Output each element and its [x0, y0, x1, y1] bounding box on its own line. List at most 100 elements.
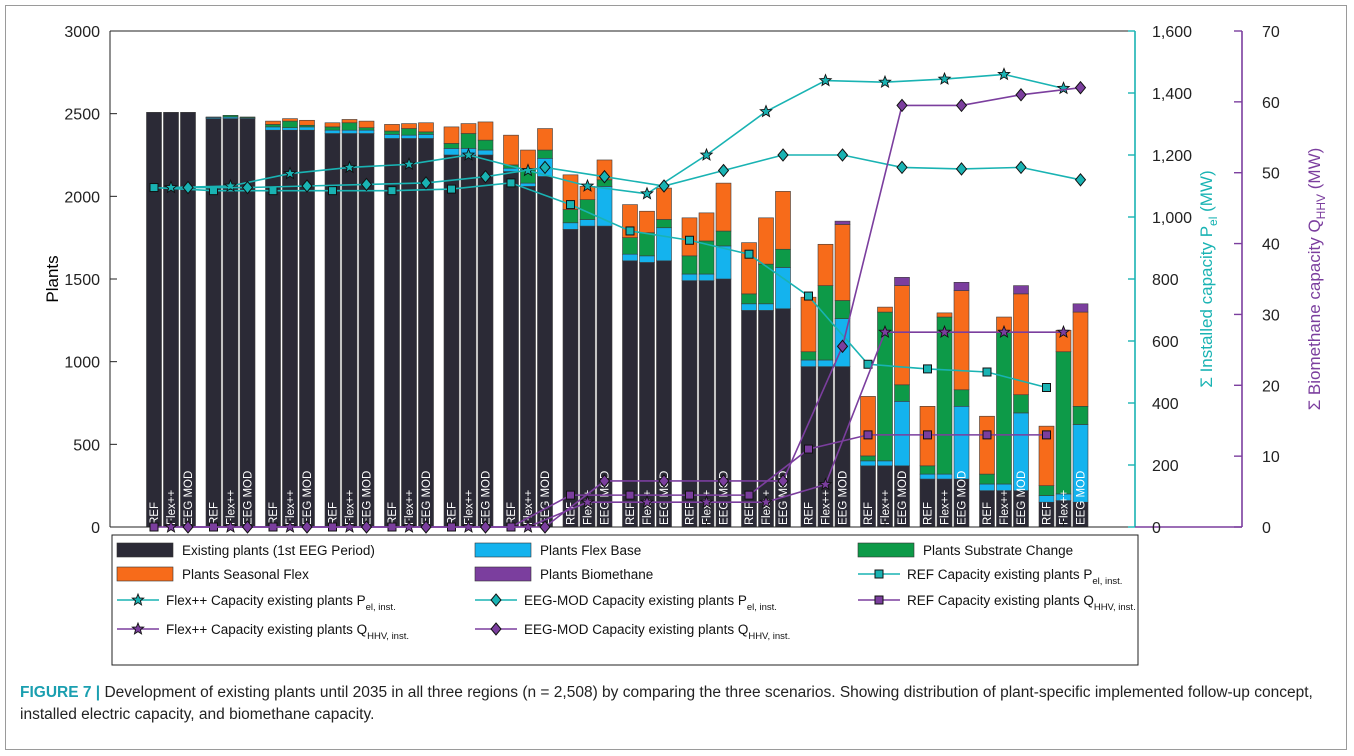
series-point [982, 430, 992, 440]
y-right1-tick-label: 200 [1152, 458, 1179, 475]
bar-segment [996, 483, 1012, 491]
series-point [685, 235, 694, 245]
series-point [223, 178, 238, 192]
legend-item: REF Capacity existing plants Pel, inst. [858, 567, 1122, 587]
y-right1-tick-label: 1,600 [1152, 24, 1192, 41]
y-tick-label: 2000 [64, 189, 100, 206]
series-point [982, 367, 992, 377]
series-point [658, 179, 670, 193]
bar-label: Flex++ [345, 490, 357, 525]
bar-label: EEG MOD [481, 471, 493, 525]
series-point [268, 186, 278, 196]
bar-segment [775, 248, 791, 268]
series-point [479, 520, 492, 534]
bar-segment [698, 273, 715, 281]
bar-segment [953, 389, 970, 407]
series-point [863, 430, 873, 440]
bar-segment [239, 116, 256, 119]
series-point [640, 186, 654, 200]
bar-segment [205, 118, 222, 528]
y-tick-label: 500 [73, 437, 100, 454]
bar-segment [681, 280, 698, 528]
legend-swatch [474, 542, 532, 558]
bar-segment [239, 118, 256, 528]
series-point [301, 179, 313, 193]
bar-label: EEG MOD [183, 471, 195, 525]
bar-segment [460, 123, 477, 134]
bar-segment [877, 306, 893, 313]
bar-label: Flex++ [821, 490, 833, 525]
bar-segment [443, 148, 460, 156]
bar-segment [299, 126, 315, 131]
bar-segment [936, 316, 953, 475]
legend-label: Plants Seasonal Flex [182, 567, 309, 582]
series-point [149, 522, 159, 532]
bar-label: Flex++ [583, 490, 595, 525]
series-point [744, 490, 754, 500]
bar-segment [282, 127, 298, 131]
bar-segment [384, 134, 400, 139]
series-point [818, 73, 833, 87]
bar-segment [894, 384, 910, 402]
bar-segment [341, 119, 358, 124]
series-point [640, 494, 654, 509]
bar-segment [800, 296, 817, 353]
bar-segment [163, 112, 179, 528]
bar-segment [341, 122, 358, 131]
series-point [461, 147, 476, 161]
bar-label: REF [863, 502, 875, 525]
bar-segment [358, 120, 375, 129]
bar-segment [520, 182, 536, 187]
bar-segment [877, 460, 893, 467]
bar-segment [282, 129, 298, 528]
bar-segment [520, 186, 536, 528]
bar-segment [477, 139, 494, 151]
bar-label: REF [447, 502, 459, 525]
bar-segment [562, 229, 579, 528]
y-right2-tick-label: 30 [1262, 307, 1280, 324]
series-point [744, 249, 754, 259]
series-point [699, 494, 714, 509]
series-point [896, 98, 908, 113]
bar-label: EEG MOD [540, 471, 552, 525]
bar-label: Flex++ [464, 490, 476, 525]
bar-label: REF [209, 502, 221, 525]
bar-segment [384, 124, 400, 132]
series-point [182, 180, 194, 195]
bar-segment [758, 217, 774, 265]
series-point [447, 184, 456, 194]
bar-segment [299, 119, 315, 126]
bar-label: REF [566, 502, 578, 525]
bar-segment [324, 126, 341, 131]
series-point [301, 520, 313, 534]
bar-label: REF [744, 502, 756, 525]
bar-label: EEG MOD [897, 471, 909, 525]
bar-label: Flex++ [880, 490, 892, 525]
bar-label: Flex++ [404, 490, 416, 525]
bar-segment [358, 133, 375, 528]
bar-label: REF [149, 502, 161, 525]
bar-segment [894, 277, 910, 286]
series-point [717, 163, 730, 178]
legend-item: Flex++ Capacity existing plants Pel, ins… [117, 592, 396, 613]
y-right2-tick-label: 20 [1262, 378, 1280, 395]
series-point [241, 520, 254, 534]
bar-segment [953, 290, 970, 391]
legend-label: REF Capacity existing plants QHHV, inst. [907, 593, 1136, 613]
legend-marker [490, 593, 502, 607]
bar-segment [358, 127, 375, 131]
legend-item: Plants Flex Base [474, 542, 641, 558]
y-right2-tick-label: 60 [1262, 95, 1280, 112]
legend-marker [490, 622, 502, 636]
bar-segment [324, 122, 341, 128]
bar-segment [358, 129, 375, 134]
series-point [818, 477, 833, 491]
series-point [1056, 81, 1071, 95]
bar-segment [953, 282, 970, 291]
bar-segment [741, 303, 757, 311]
series-point [241, 180, 254, 195]
series-point [955, 162, 968, 176]
series-point [896, 160, 908, 175]
bar-segment [443, 154, 460, 528]
series-point [759, 494, 773, 509]
